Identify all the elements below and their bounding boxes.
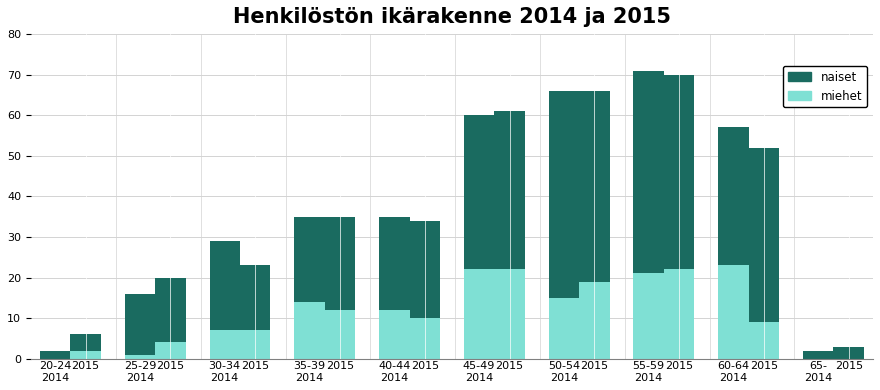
Bar xyxy=(125,294,155,355)
Bar xyxy=(803,351,833,359)
Bar xyxy=(634,273,664,359)
Bar xyxy=(634,71,664,273)
Bar xyxy=(294,302,325,359)
Bar xyxy=(209,241,240,330)
Bar xyxy=(155,342,186,359)
Bar xyxy=(325,217,356,310)
Bar xyxy=(379,217,409,310)
Bar xyxy=(833,346,864,359)
Bar xyxy=(579,282,610,359)
Bar xyxy=(548,298,579,359)
Bar xyxy=(749,148,779,322)
Bar xyxy=(495,111,524,269)
Bar xyxy=(40,351,70,359)
Bar xyxy=(240,265,270,330)
Bar xyxy=(749,322,779,359)
Bar xyxy=(718,128,749,265)
Bar xyxy=(548,91,579,298)
Bar xyxy=(464,269,495,359)
Bar xyxy=(240,330,270,359)
Bar xyxy=(409,318,440,359)
Bar xyxy=(325,310,356,359)
Bar xyxy=(664,74,694,269)
Bar xyxy=(409,221,440,318)
Bar xyxy=(495,269,524,359)
Bar xyxy=(70,334,101,351)
Bar xyxy=(294,217,325,302)
Bar xyxy=(125,355,155,359)
Bar xyxy=(664,269,694,359)
Bar xyxy=(155,278,186,342)
Bar xyxy=(464,115,495,269)
Bar xyxy=(579,91,610,282)
Title: Henkilöstön ikärakenne 2014 ja 2015: Henkilöstön ikärakenne 2014 ja 2015 xyxy=(233,7,671,27)
Legend: naiset, miehet: naiset, miehet xyxy=(783,66,867,107)
Bar xyxy=(70,351,101,359)
Bar xyxy=(379,310,409,359)
Bar xyxy=(718,265,749,359)
Bar xyxy=(209,330,240,359)
